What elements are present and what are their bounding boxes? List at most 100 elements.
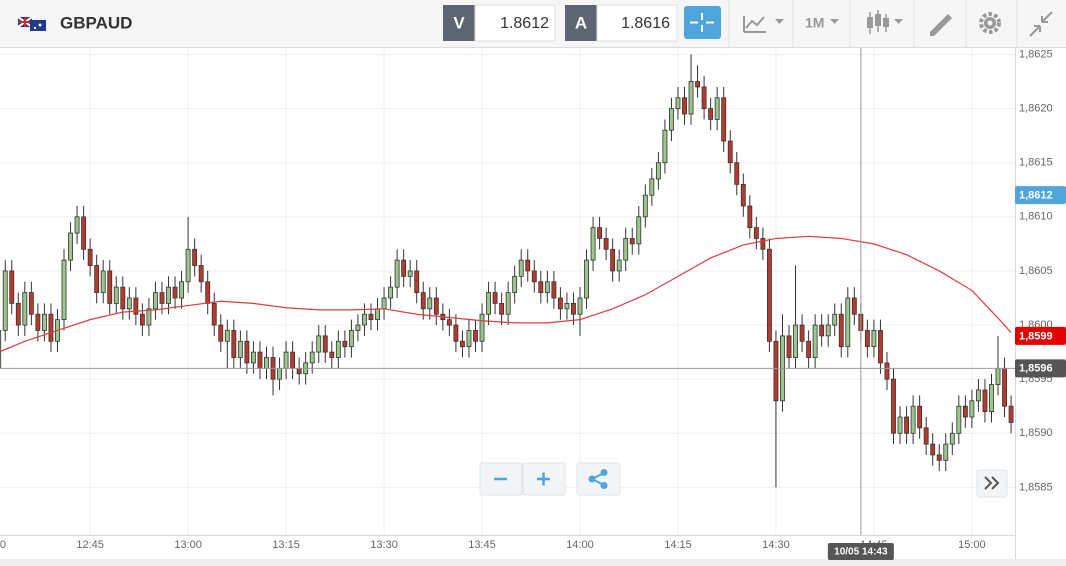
candle-body bbox=[584, 259, 589, 299]
ask-box[interactable] bbox=[596, 4, 678, 42]
candle-body bbox=[995, 367, 1001, 385]
candle-body bbox=[486, 292, 491, 315]
candle-body bbox=[721, 97, 727, 142]
scroll-end-button[interactable] bbox=[976, 469, 1008, 498]
candle-body bbox=[100, 270, 106, 293]
candle-body bbox=[172, 286, 178, 299]
candle-body bbox=[9, 270, 15, 304]
y-tick-label: 1,8605 bbox=[1019, 265, 1053, 277]
candle-body bbox=[564, 303, 570, 310]
candle-body bbox=[381, 297, 387, 310]
flag-icon bbox=[17, 16, 46, 31]
candle-body bbox=[446, 319, 452, 326]
candle-body bbox=[544, 281, 550, 293]
candle-body bbox=[28, 292, 34, 315]
candle-style-button[interactable] bbox=[867, 10, 903, 34]
candle-body bbox=[388, 286, 394, 299]
candle-body bbox=[917, 405, 923, 429]
y-tick-label: 1,8625 bbox=[1019, 48, 1053, 60]
candle-body bbox=[473, 330, 478, 342]
candle-body bbox=[975, 389, 981, 402]
candle-body bbox=[793, 324, 798, 358]
candle-body bbox=[1002, 367, 1007, 407]
zoom-controls bbox=[479, 462, 1008, 498]
candle-body bbox=[87, 248, 93, 266]
candle-body bbox=[362, 313, 367, 326]
candle-body bbox=[832, 313, 838, 326]
candle-body bbox=[884, 362, 890, 380]
candle-body bbox=[322, 335, 328, 353]
x-tick-label: 15:00 bbox=[958, 539, 986, 551]
candle-body bbox=[786, 335, 792, 358]
candle-body bbox=[629, 238, 635, 245]
candle-body bbox=[577, 297, 583, 315]
moving-average bbox=[0, 235, 1012, 353]
candle-body bbox=[394, 259, 400, 288]
price-tag-label: 1,8599 bbox=[1019, 330, 1053, 342]
price-tag-label: 1,8612 bbox=[1019, 190, 1053, 202]
x-tick-label: 12:30 bbox=[0, 539, 6, 551]
chart-type-button[interactable] bbox=[743, 16, 784, 33]
ask-badge[interactable] bbox=[565, 5, 597, 41]
candle-body bbox=[179, 281, 185, 299]
candle-body bbox=[198, 265, 204, 283]
candle-body bbox=[499, 303, 505, 315]
x-tick-label: 14:00 bbox=[566, 539, 594, 551]
candle-body bbox=[773, 340, 779, 402]
settings-button[interactable] bbox=[979, 12, 1001, 34]
collapse-button[interactable] bbox=[1029, 11, 1053, 37]
candle-body bbox=[466, 330, 472, 348]
candle-body bbox=[224, 330, 230, 342]
bid-value: 1.8612 bbox=[500, 15, 549, 32]
candle-body bbox=[290, 351, 296, 369]
candle-body bbox=[74, 216, 80, 234]
scrollbar[interactable] bbox=[0, 559, 1066, 566]
x-tick-label: 13:45 bbox=[468, 539, 496, 551]
candle-body bbox=[309, 351, 315, 364]
candle-body bbox=[930, 443, 936, 456]
share-button[interactable] bbox=[576, 462, 621, 496]
crosshair-button[interactable] bbox=[684, 6, 721, 39]
candle-body bbox=[891, 378, 896, 434]
candle-body bbox=[453, 324, 459, 342]
ask-value: 1.8616 bbox=[621, 15, 670, 32]
candle-body bbox=[616, 259, 622, 272]
candle-body bbox=[642, 194, 648, 218]
candle-body bbox=[688, 81, 694, 115]
candle-body bbox=[936, 454, 942, 461]
candle-body bbox=[237, 340, 243, 358]
bid-badge[interactable] bbox=[443, 5, 475, 41]
candle-body bbox=[851, 297, 857, 315]
y-tick-label: 1,8615 bbox=[1019, 157, 1053, 169]
crosshair-y-tag bbox=[1015, 359, 1066, 378]
plot bbox=[0, 54, 1014, 488]
candle-body bbox=[825, 324, 831, 337]
candle-body bbox=[2, 270, 8, 331]
candle-body bbox=[1008, 405, 1014, 423]
candle-body bbox=[655, 162, 661, 180]
interval[interactable]: 1M bbox=[805, 15, 824, 31]
candle-body bbox=[727, 140, 733, 164]
draw-button[interactable] bbox=[930, 14, 952, 36]
candle-body bbox=[375, 308, 380, 321]
candle-body bbox=[368, 313, 374, 321]
candle-body bbox=[753, 227, 759, 239]
candle-body bbox=[904, 416, 910, 434]
candle-body bbox=[283, 351, 289, 369]
candle-body bbox=[949, 432, 955, 445]
candle-body bbox=[107, 270, 113, 304]
candle-body bbox=[113, 286, 119, 304]
candle-body bbox=[414, 270, 420, 293]
candle-body bbox=[68, 232, 73, 261]
candle-body bbox=[714, 97, 720, 120]
candle-body bbox=[571, 303, 576, 315]
candle-body bbox=[806, 340, 812, 358]
candle-body bbox=[15, 303, 21, 326]
price-tag bbox=[1015, 186, 1066, 205]
bid-box[interactable] bbox=[474, 4, 556, 42]
candle-body bbox=[989, 384, 994, 413]
candle-body bbox=[316, 335, 322, 353]
crosshair-y-label: 1,8596 bbox=[1019, 363, 1053, 375]
candle-body bbox=[120, 286, 126, 310]
